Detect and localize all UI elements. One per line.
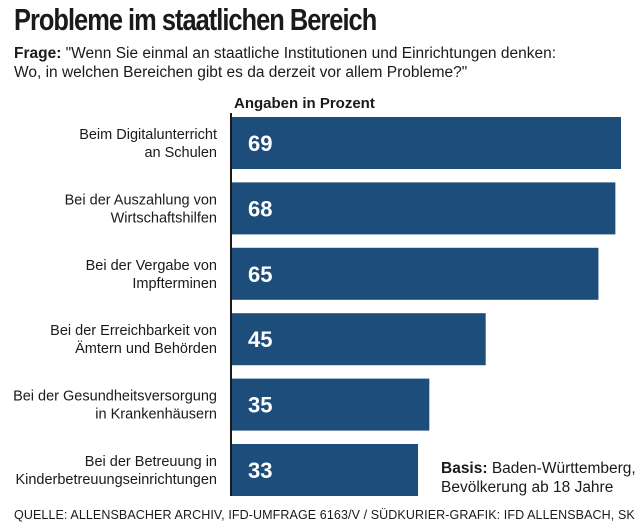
category-label-1: Beim Digitalunterricht an Schulen bbox=[79, 127, 217, 161]
bar-4 bbox=[232, 313, 486, 366]
category-label-line: an Schulen bbox=[144, 145, 217, 161]
unit-label: Angaben in Prozent bbox=[234, 95, 375, 112]
bar-1 bbox=[232, 117, 621, 169]
question-line-2: Wo, in welchen Bereichen gibt es da derz… bbox=[14, 64, 468, 81]
category-label-line: Bei der Erreichbarkeit von bbox=[50, 323, 217, 339]
basis-line-2: Bevölkerung ab 18 Jahre bbox=[441, 479, 614, 496]
category-label-6: Bei der Betreuung in Kinderbetreuungseinr… bbox=[15, 454, 217, 488]
bar-value-label-2: 68 bbox=[248, 196, 272, 221]
category-label-line: Bei der Vergabe von bbox=[86, 258, 217, 274]
category-label-2: Bei der Auszahlung von Wirtschaftshilfen bbox=[65, 192, 217, 226]
category-label-line: Wirtschaftshilfen bbox=[111, 210, 217, 226]
basis-note: Basis: Baden-Württemberg, Bevölkerung ab… bbox=[441, 459, 636, 497]
bar-5 bbox=[232, 378, 430, 431]
category-label-line: Bei der Gesundheitsversorgung bbox=[13, 389, 217, 405]
bar-3 bbox=[232, 247, 599, 300]
question-text: Frage: "Wenn Sie einmal an staatliche In… bbox=[14, 44, 634, 82]
category-label-line: Kinderbetreuungseinrichtungen bbox=[15, 472, 217, 488]
bar-chart: 69 Beim Digitalunterricht an Schulen 68 Bei … bbox=[13, 113, 621, 496]
basis-line-1: Baden-Württemberg, bbox=[487, 460, 636, 477]
category-label-4: Bei der Erreichbarkeit von Ämtern und Beh… bbox=[50, 323, 217, 357]
category-label-line: in Krankenhäusern bbox=[95, 407, 217, 423]
category-label-line: Ämtern und Behörden bbox=[75, 340, 217, 357]
source-note: QUELLE: ALLENSBACHER ARCHIV, IFD-UMFRAGE… bbox=[14, 508, 635, 522]
bar-value-label-4: 45 bbox=[248, 327, 272, 352]
chart-title: Probleme im staatlichen Bereich bbox=[14, 2, 377, 37]
category-label-line: Bei der Auszahlung von bbox=[65, 192, 217, 208]
category-label-5: Bei der Gesundheitsversorgung in Krankenh… bbox=[13, 389, 217, 423]
bar-value-label-5: 35 bbox=[248, 393, 272, 418]
bar-value-label-6: 33 bbox=[248, 458, 272, 483]
bar-2 bbox=[232, 182, 616, 235]
basis-label: Basis: bbox=[441, 460, 488, 477]
question-label: Frage: bbox=[14, 45, 62, 62]
question-line-1: "Wenn Sie einmal an staatliche Instituti… bbox=[61, 45, 557, 62]
bar-value-label-3: 65 bbox=[248, 262, 272, 287]
category-label-3: Bei der Vergabe von Impfterminen bbox=[86, 258, 217, 292]
bar-6 bbox=[232, 444, 419, 496]
category-label-line: Bei der Betreuung in bbox=[85, 454, 217, 470]
bars-group: 69 Beim Digitalunterricht an Schulen 68 Bei … bbox=[13, 117, 621, 496]
category-label-line: Impfterminen bbox=[132, 276, 217, 292]
category-label-line: Beim Digitalunterricht bbox=[79, 127, 217, 143]
bar-value-label-1: 69 bbox=[248, 131, 272, 156]
